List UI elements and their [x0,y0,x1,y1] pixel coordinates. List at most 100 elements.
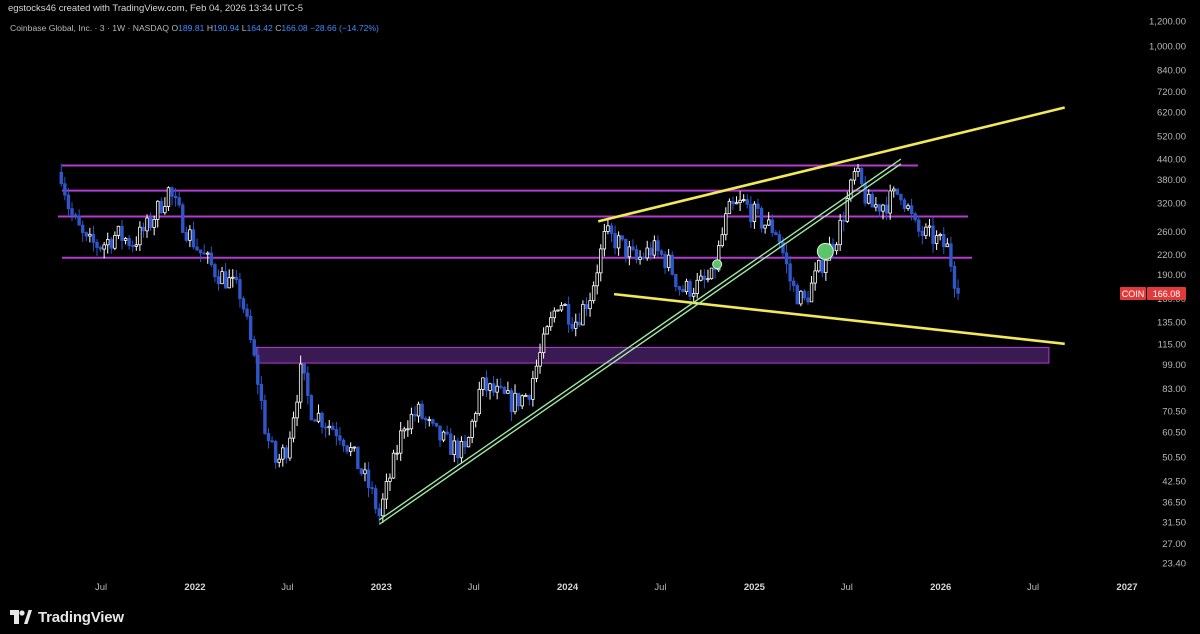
price-chart[interactable]: 1,200.00 1,000.00 840.00 720.00 620.00 520.00… [0,0,1200,600]
candle-body [470,420,474,438]
candle-body [699,275,703,281]
candle-body [263,400,267,434]
candle-body [288,437,292,459]
candle-body [663,253,667,268]
tradingview-logo[interactable]: TradingView [10,607,124,627]
candle-body [659,250,664,255]
candle-body [541,333,546,354]
symbol-label: Coinbase Global, Inc. · 3 · 1W · NASDAQ [10,23,170,33]
candle-body [566,303,571,325]
candle-body [899,193,903,201]
candle-body [424,418,428,421]
candle-body [106,239,110,246]
candle-body [359,468,364,475]
price-tick-label: 135.00 [1157,317,1186,328]
candle-body [327,425,331,429]
candle-body [949,243,953,267]
candle-body [588,300,592,310]
chart-caption: egstocks46 created with TradingView.com,… [8,3,304,14]
candle-body [649,247,653,256]
candle-body [902,199,907,209]
candle-body [441,431,446,441]
candle-body [599,248,603,274]
candle-body [252,339,256,356]
candle-body [256,354,260,385]
candle-body [524,394,528,397]
candle-body [123,238,128,241]
candle-body [345,445,349,452]
candle-body [652,240,657,256]
price-tick-label: 50.50 [1162,453,1186,464]
candle-body [348,447,353,452]
candle-body [499,385,503,388]
candle-body [727,200,732,215]
candle-body [316,412,321,422]
candle-body [731,200,735,205]
candle-body [942,234,946,248]
candle-body [527,394,532,400]
candle-body [238,279,242,300]
candle-body [188,229,192,241]
candle-body [634,249,639,260]
tradingview-logo-icon [10,610,32,624]
candle-body [152,219,156,228]
candle-body [763,224,767,229]
candle-body [513,392,517,413]
candle-body [166,187,171,207]
candle-body [131,245,135,247]
candle-body [809,282,814,303]
price-axis[interactable]: 1,200.00 1,000.00 840.00 720.00 620.00 520.00… [1149,17,1186,570]
time-tick-label: Jul [468,582,480,593]
candle-body [184,232,189,241]
candle-body [323,426,328,429]
candle-body [559,304,564,311]
price-tick-label: 36.50 [1162,497,1186,508]
trendline-yellow [613,292,1065,346]
candle-body [931,225,935,244]
candle-body [538,352,542,367]
candle-body [520,395,524,407]
candle-body [302,363,306,374]
candle-body [913,213,917,221]
markers-layer [712,242,834,270]
time-tick-label: 2027 [1116,582,1137,593]
candle-body [449,433,453,455]
candle-body [781,241,785,254]
candle-body [91,233,96,243]
candle-body [370,487,374,490]
levels-layer [58,164,972,259]
candle-body [170,187,174,197]
candle-body [295,401,299,419]
time-axis[interactable]: Jul 2022 Jul 2023 Jul 2024 Jul 2025 Jul 2026 Jul 20… [95,582,1138,593]
tradingview-logo-text: TradingView [38,608,124,626]
candle-body [838,219,842,246]
candle-body [116,225,121,236]
price-tick-label: 320.00 [1157,198,1186,209]
footer-bar: TradingView [0,600,1200,634]
candle-body [366,469,371,488]
price-tick-label: 620.00 [1157,107,1186,118]
candle-body [834,244,839,252]
candle-body [595,272,599,287]
candle-body [706,278,710,281]
candle-body [409,413,414,430]
candle-body [695,279,699,294]
candle-body [952,266,957,289]
candle-body [531,377,535,400]
candle-body [141,226,146,232]
time-tick-label: 2024 [557,582,579,593]
candle-body [63,183,67,196]
candle-body [95,241,99,248]
trendline-green [378,163,902,525]
price-tick-label: 60.50 [1162,428,1186,439]
candle-body [59,171,63,185]
candle-body [406,428,410,431]
candle-body [220,271,224,285]
candle-body [381,498,385,517]
price-tick-label: 70.50 [1162,407,1186,418]
zones-layer [255,346,1050,364]
candle-body [384,481,389,500]
candle-body [516,392,521,407]
last-price-badge: COIN 166.08 [1120,287,1186,300]
candle-body [738,199,742,204]
